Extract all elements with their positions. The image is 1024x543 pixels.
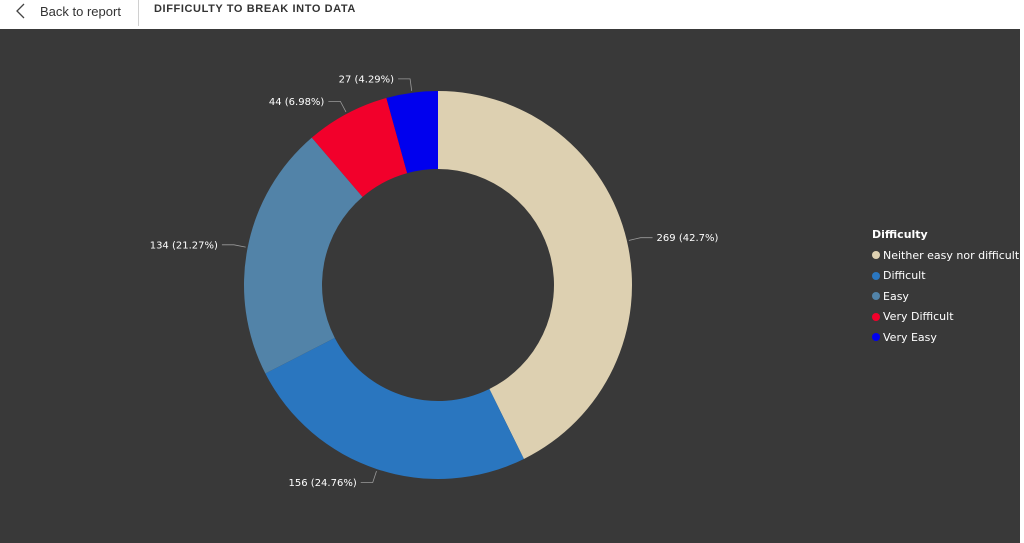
chevron-left-icon <box>16 3 25 19</box>
legend-title: Difficulty <box>872 228 928 241</box>
data-label: 134 (21.27%) <box>150 240 218 251</box>
canvas-edge <box>1020 29 1024 543</box>
report-canvas: 269 (42.7%) 156 (24.76%) 134 (21.27%) 44 (6… <box>0 29 1020 543</box>
legend-dot-icon <box>872 333 880 342</box>
legend-item[interactable]: Very Easy <box>872 327 1019 348</box>
data-label: 156 (24.76%) <box>289 478 357 489</box>
leader-line <box>221 244 246 248</box>
legend-label: Neither easy nor difficult <box>883 248 1020 262</box>
donut-slice-very-difficult[interactable] <box>311 97 408 197</box>
legend-dot-icon <box>872 292 880 301</box>
legend-label: Very Easy <box>883 330 937 344</box>
donut-slice-very-easy[interactable] <box>386 91 438 174</box>
back-to-report-label: Back to report <box>40 3 121 19</box>
donut-slice-difficult[interactable] <box>265 337 524 479</box>
data-label: 269 (42.7%) <box>657 233 719 244</box>
legend-dot-icon <box>872 271 880 280</box>
legend-label: Very Difficult <box>883 310 954 324</box>
leader-line <box>328 100 347 113</box>
legend-item[interactable]: Easy <box>872 286 1019 307</box>
top-bar: Back to report DIFFICULTY TO BREAK INTO … <box>0 0 1024 30</box>
donut-chart: 269 (42.7%) 156 (24.76%) 134 (21.27%) 44 (6… <box>150 74 719 489</box>
legend-dot-icon <box>872 312 880 321</box>
leader-line <box>398 78 413 91</box>
leader-line <box>628 237 653 241</box>
legend-label: Difficult <box>883 269 926 283</box>
legend-item[interactable]: Very Difficult <box>872 307 1019 328</box>
back-to-report-button[interactable]: Back to report <box>14 0 121 22</box>
leader-line <box>360 470 377 483</box>
donut-slice-easy[interactable] <box>243 137 363 374</box>
chart-legend: Difficulty Neither easy nor difficult Dif… <box>872 228 1019 348</box>
header-divider <box>138 0 139 26</box>
legend-item[interactable]: Difficult <box>872 266 1019 287</box>
data-label: 44 (6.98%) <box>269 97 325 108</box>
data-label: 27 (4.29%) <box>339 74 395 85</box>
legend-dot-icon <box>872 251 880 260</box>
donut-slice-neither-easy-nor-difficult[interactable] <box>438 91 632 459</box>
legend-item[interactable]: Neither easy nor difficult <box>872 245 1019 266</box>
legend-label: Easy <box>883 289 909 303</box>
page-title: DIFFICULTY TO BREAK INTO DATA <box>154 3 356 15</box>
